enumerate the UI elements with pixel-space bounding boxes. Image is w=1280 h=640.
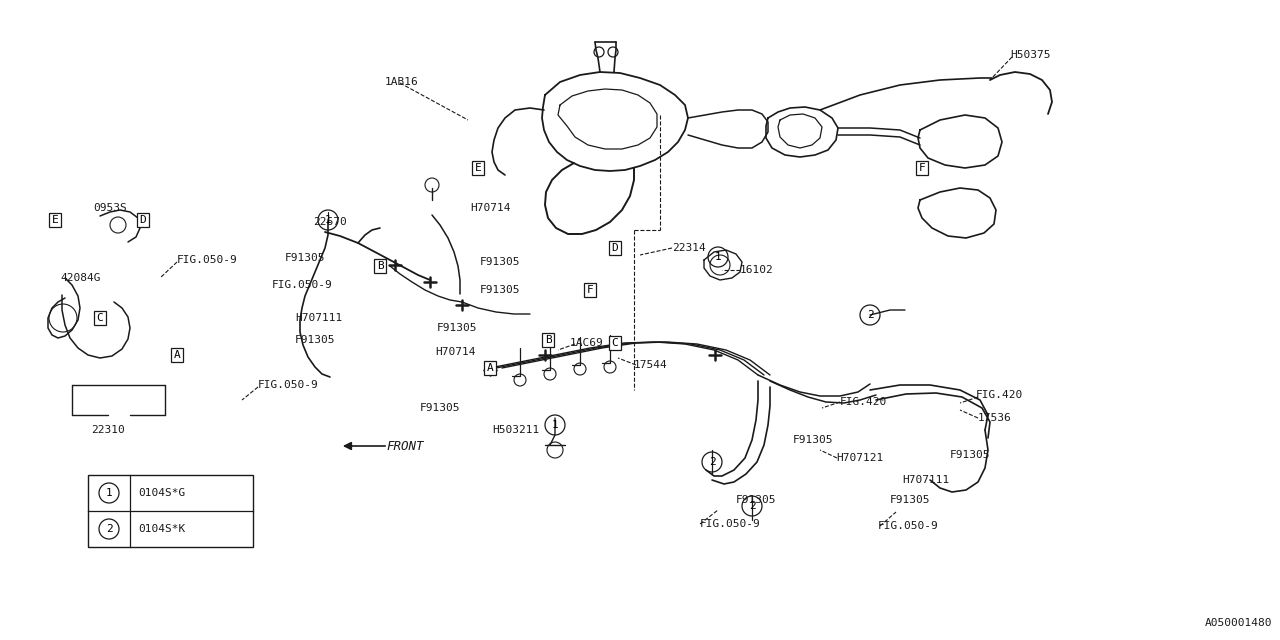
Text: 2: 2 bbox=[749, 501, 755, 511]
Text: 0953S: 0953S bbox=[93, 203, 127, 213]
Text: H707111: H707111 bbox=[902, 475, 950, 485]
Text: H70714: H70714 bbox=[470, 203, 511, 213]
Text: F91305: F91305 bbox=[950, 450, 991, 460]
Text: 2: 2 bbox=[709, 457, 716, 467]
Text: H70714: H70714 bbox=[435, 347, 475, 357]
Text: H503211: H503211 bbox=[492, 425, 539, 435]
Text: D: D bbox=[140, 215, 146, 225]
Text: FRONT: FRONT bbox=[387, 440, 424, 452]
Text: F: F bbox=[586, 285, 594, 295]
Text: 0104S*K: 0104S*K bbox=[138, 524, 186, 534]
Text: FIG.050-9: FIG.050-9 bbox=[700, 519, 760, 529]
Text: 1: 1 bbox=[106, 488, 113, 498]
Text: F: F bbox=[919, 163, 925, 173]
Text: 1AB16: 1AB16 bbox=[385, 77, 419, 87]
Text: A: A bbox=[486, 363, 493, 373]
Text: 22670: 22670 bbox=[314, 217, 347, 227]
Text: E: E bbox=[51, 215, 59, 225]
Text: 2: 2 bbox=[106, 524, 113, 534]
Text: A: A bbox=[174, 350, 180, 360]
Text: 17544: 17544 bbox=[634, 360, 668, 370]
Text: B: B bbox=[544, 335, 552, 345]
Text: H707121: H707121 bbox=[836, 453, 883, 463]
Text: 1: 1 bbox=[552, 420, 558, 430]
Text: B: B bbox=[376, 261, 384, 271]
Text: FIG.050-9: FIG.050-9 bbox=[177, 255, 238, 265]
Text: 1: 1 bbox=[325, 215, 332, 225]
Text: 1: 1 bbox=[714, 252, 722, 262]
Text: F91305: F91305 bbox=[420, 403, 461, 413]
Text: D: D bbox=[612, 243, 618, 253]
Text: FIG.420: FIG.420 bbox=[977, 390, 1023, 400]
Text: 17536: 17536 bbox=[978, 413, 1011, 423]
Text: E: E bbox=[475, 163, 481, 173]
Text: F91305: F91305 bbox=[890, 495, 931, 505]
Text: FIG.050-9: FIG.050-9 bbox=[259, 380, 319, 390]
Text: H707111: H707111 bbox=[294, 313, 342, 323]
Text: C: C bbox=[612, 338, 618, 348]
Text: F91305: F91305 bbox=[736, 495, 777, 505]
Text: FIG.420: FIG.420 bbox=[840, 397, 887, 407]
Text: F91305: F91305 bbox=[294, 335, 335, 345]
Text: 16102: 16102 bbox=[740, 265, 773, 275]
Text: FIG.050-9: FIG.050-9 bbox=[273, 280, 333, 290]
Bar bbox=[88, 475, 253, 547]
Text: H50375: H50375 bbox=[1010, 50, 1051, 60]
Text: 1AC69: 1AC69 bbox=[570, 338, 604, 348]
Text: F91305: F91305 bbox=[480, 285, 521, 295]
Text: F91305: F91305 bbox=[285, 253, 325, 263]
Text: C: C bbox=[96, 313, 104, 323]
Text: F91305: F91305 bbox=[794, 435, 833, 445]
Text: FIG.050-9: FIG.050-9 bbox=[878, 521, 938, 531]
Text: F91305: F91305 bbox=[480, 257, 521, 267]
Text: 22314: 22314 bbox=[672, 243, 705, 253]
Text: 2: 2 bbox=[867, 310, 873, 320]
Text: 0104S*G: 0104S*G bbox=[138, 488, 186, 498]
Text: F91305: F91305 bbox=[436, 323, 477, 333]
Text: 42084G: 42084G bbox=[60, 273, 101, 283]
Text: 22310: 22310 bbox=[91, 425, 125, 435]
Text: A050001480: A050001480 bbox=[1204, 618, 1272, 628]
